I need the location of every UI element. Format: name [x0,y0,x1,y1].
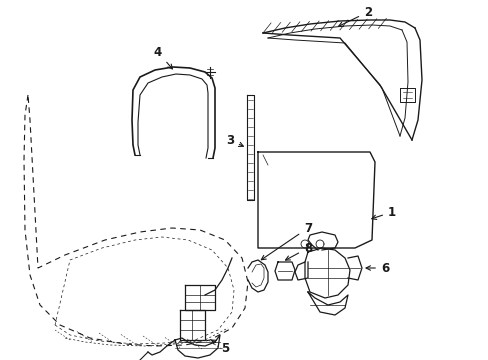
Text: 2: 2 [338,5,371,26]
Text: 1: 1 [371,206,395,220]
Text: 7: 7 [261,221,311,260]
Text: 4: 4 [154,45,172,69]
Text: 6: 6 [366,261,388,274]
Text: 8: 8 [285,242,311,260]
Text: 3: 3 [225,134,243,147]
Text: 5: 5 [211,340,229,355]
